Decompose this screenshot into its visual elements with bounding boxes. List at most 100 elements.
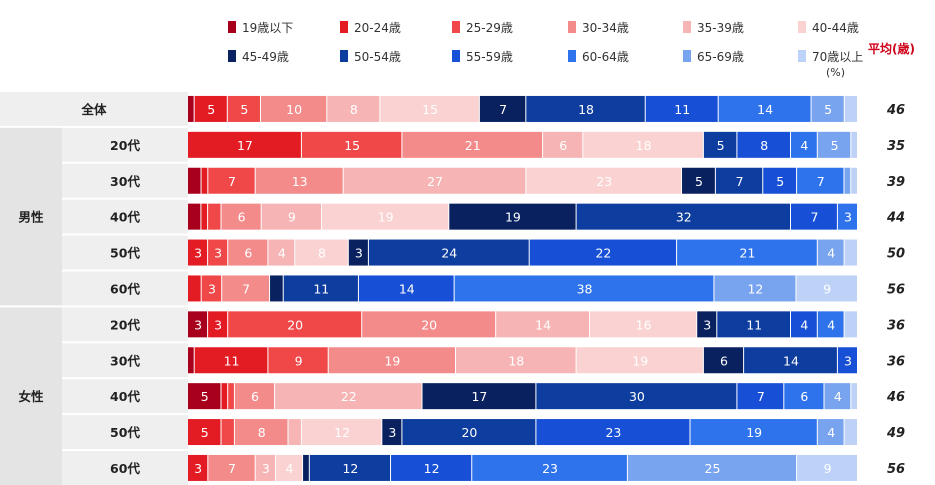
- data-label: 3: [844, 353, 852, 368]
- average-value: 50: [887, 247, 905, 262]
- bar-segment: [844, 167, 851, 194]
- bar-segment: [358, 275, 454, 302]
- data-label: 8: [760, 138, 768, 153]
- bar-segment: [201, 275, 222, 302]
- bar-segment: [744, 347, 837, 374]
- bar-segment: [322, 203, 449, 230]
- bar-segment: [391, 454, 472, 481]
- legend-item: 35-39歳: [683, 18, 744, 36]
- bar-segment: [234, 419, 288, 446]
- bar-segment: [576, 203, 790, 230]
- average-value: 46: [886, 390, 905, 405]
- row-label: 20代: [110, 317, 140, 332]
- bar-segment: [791, 311, 817, 338]
- data-label: 16: [636, 317, 652, 332]
- legend-swatch: [228, 50, 236, 62]
- average-value: 35: [887, 139, 905, 154]
- legend-label: 60-64歳: [582, 49, 629, 64]
- bar-segment: [328, 347, 455, 374]
- legend-item: 70歳以上: [798, 47, 863, 65]
- bar-segment: [303, 454, 309, 481]
- legend-item: 30-34歳: [568, 18, 629, 36]
- data-label: 11: [746, 317, 762, 332]
- data-label: 5: [831, 138, 839, 153]
- bar-segment: [201, 203, 208, 230]
- data-label: 18: [508, 353, 524, 368]
- data-label: 15: [422, 102, 438, 117]
- data-label: 4: [834, 389, 842, 404]
- average-value: 56: [887, 282, 905, 297]
- legend-swatch: [228, 21, 236, 33]
- bar-segment: [222, 275, 270, 302]
- bar-segment: [301, 131, 402, 158]
- data-label: 9: [288, 210, 296, 225]
- legend-item: 45-49歳: [228, 47, 289, 65]
- bar-segment: [295, 239, 348, 266]
- data-label: 7: [228, 461, 236, 476]
- bar-segment: [268, 347, 328, 374]
- data-label: 3: [844, 210, 852, 225]
- group-label-bg: [0, 127, 62, 306]
- bar-segment: [227, 95, 260, 122]
- row-label: 全体: [80, 102, 107, 117]
- bar-segment: [270, 275, 283, 302]
- legend-label: 70歳以上: [812, 49, 864, 64]
- data-label: 27: [427, 174, 443, 189]
- data-label: 23: [596, 174, 612, 189]
- data-label: 5: [695, 174, 703, 189]
- data-label: 19: [746, 425, 762, 440]
- data-label: 14: [757, 102, 773, 117]
- data-label: 22: [341, 389, 357, 404]
- bar-segment: [851, 167, 857, 194]
- legend-label: 25-29歳: [466, 20, 513, 35]
- bar-segment: [275, 454, 303, 481]
- bar-segment: [796, 275, 857, 302]
- bar-segment: [817, 239, 844, 266]
- data-label: 9: [823, 281, 831, 296]
- data-label: 11: [224, 353, 240, 368]
- data-label: 12: [334, 425, 350, 440]
- bar-segment: [343, 167, 526, 194]
- data-label: 4: [800, 317, 808, 332]
- legend-swatch: [798, 50, 806, 62]
- data-label: 3: [703, 317, 711, 332]
- data-label: 7: [228, 174, 236, 189]
- data-label: 19: [632, 353, 648, 368]
- bar-segment: [188, 454, 208, 481]
- data-label: 7: [736, 174, 744, 189]
- bar-segment: [194, 95, 227, 122]
- bar-segment: [703, 347, 744, 374]
- bar-segment: [255, 167, 343, 194]
- bar-segment: [817, 311, 844, 338]
- legend-swatch: [340, 21, 348, 33]
- bar-segment: [208, 167, 255, 194]
- legend-item: 50-54歳: [340, 47, 401, 65]
- data-label: 7: [242, 281, 250, 296]
- bar-segment: [208, 239, 228, 266]
- data-label: 3: [214, 317, 222, 332]
- data-label: 8: [258, 425, 266, 440]
- bar-segment: [837, 347, 857, 374]
- bar-segment: [188, 419, 221, 446]
- data-label: 17: [471, 389, 487, 404]
- data-label: 3: [208, 281, 216, 296]
- data-label: 22: [595, 246, 611, 261]
- bar-segment: [449, 203, 576, 230]
- bar-segment: [703, 131, 737, 158]
- legend-label: 40-44歳: [812, 20, 859, 35]
- legend-label: 50-54歳: [354, 49, 401, 64]
- data-label: 8: [318, 246, 326, 261]
- legend-swatch: [683, 50, 691, 62]
- row-label: 40代: [110, 210, 140, 225]
- bar-segment: [454, 275, 714, 302]
- data-label: 4: [278, 246, 286, 261]
- data-label: 5: [201, 425, 209, 440]
- legend-item: 25-29歳: [452, 18, 513, 36]
- legend-item: 40-44歳: [798, 18, 859, 36]
- bar-segment: [228, 311, 362, 338]
- bar-segment: [194, 347, 268, 374]
- bar-segment: [188, 203, 201, 230]
- bar-segment: [717, 311, 790, 338]
- data-label: 23: [542, 461, 558, 476]
- row-label: 20代: [110, 138, 140, 153]
